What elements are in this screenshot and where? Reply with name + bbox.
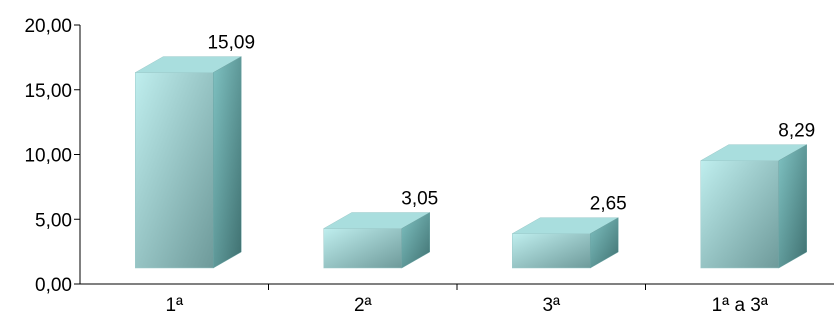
bar: 8,29	[699, 121, 815, 269]
bar-front	[323, 228, 402, 269]
y-tick-label: 0,00	[35, 275, 72, 296]
bar-value-label: 2,65	[590, 194, 627, 215]
bar-side	[401, 212, 430, 269]
bar-front	[512, 233, 591, 269]
y-tick-label: 15,00	[24, 81, 72, 102]
y-tick-label: 5,00	[35, 210, 72, 231]
bar-front	[700, 160, 779, 269]
x-axis-labels: 1ª 2ª 3ª 1ª a 3ª	[165, 284, 769, 316]
x-category-label: 1ª a 3ª	[712, 295, 769, 316]
bar-value-label: 3,05	[401, 189, 438, 210]
bar-side	[213, 56, 242, 269]
x-category-label: 1ª	[165, 295, 184, 316]
y-axis-ticks: 0,00 5,00 10,00 15,00 20,00	[24, 16, 80, 296]
x-category-label: 2ª	[354, 295, 373, 316]
bar-value-label: 15,09	[207, 33, 255, 54]
bar: 3,05	[322, 189, 438, 269]
bar: 15,09	[134, 33, 255, 269]
y-tick-label: 20,00	[24, 16, 72, 37]
x-category-label: 3ª	[542, 295, 561, 316]
y-tick-label: 10,00	[24, 146, 72, 167]
bar-value-label: 8,29	[778, 121, 815, 142]
bar-front	[135, 72, 214, 269]
bar-series: 15,09 3,05 2,65 8,29	[134, 33, 815, 269]
bar-side	[590, 217, 619, 269]
bar: 2,65	[511, 194, 627, 269]
bar-side	[778, 144, 807, 269]
